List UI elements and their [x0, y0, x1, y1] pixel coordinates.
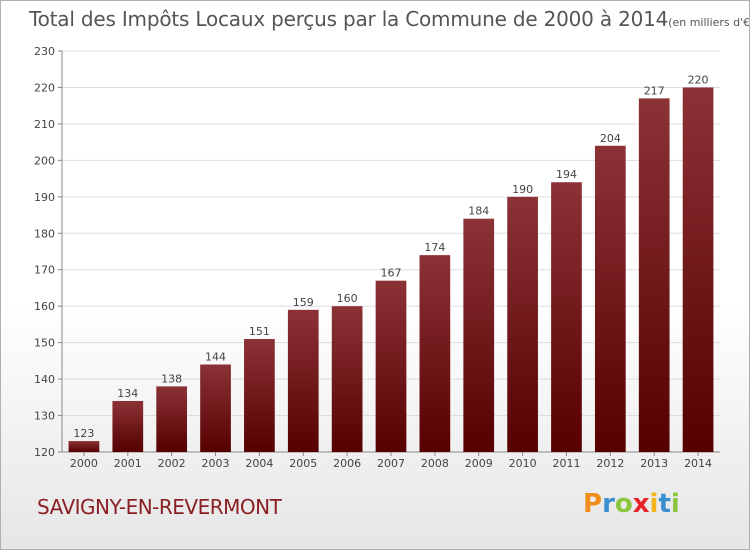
y-tick-label: 210 — [34, 118, 55, 131]
bar-2005 — [287, 309, 319, 452]
value-label-2004: 151 — [249, 325, 270, 338]
x-tick-label-2008: 2008 — [421, 457, 449, 470]
y-tick-label: 160 — [34, 300, 55, 313]
logo-letter: t — [658, 489, 671, 519]
bar-2004 — [244, 338, 275, 452]
value-label-2000: 123 — [73, 427, 94, 440]
bar-2007 — [375, 280, 407, 452]
x-tick-label-2007: 2007 — [377, 457, 405, 470]
x-tick-label-2011: 2011 — [552, 457, 580, 470]
value-label-2012: 204 — [600, 132, 621, 145]
logo-letter: x — [632, 489, 650, 519]
y-tick-label: 200 — [34, 154, 55, 167]
labels: 120 130 140 150 160 170 180 190 200 210 220 230 123 2… — [34, 45, 712, 470]
x-tick-label-2002: 2002 — [158, 457, 186, 470]
x-tick-label-2009: 2009 — [465, 457, 493, 470]
x-tick-label-2005: 2005 — [289, 457, 317, 470]
y-tick-label: 230 — [34, 45, 55, 58]
value-label-2001: 134 — [117, 387, 138, 400]
chart-title-text: Total des Impôts Locaux perçus par la Co… — [29, 7, 669, 31]
bar-2014 — [682, 87, 714, 453]
y-tick-label: 220 — [34, 81, 55, 94]
bars — [68, 87, 714, 453]
bar-2003 — [200, 364, 231, 452]
y-tick-label: 120 — [34, 446, 55, 459]
value-label-2003: 144 — [205, 351, 226, 364]
value-label-2010: 190 — [512, 183, 533, 196]
x-tick-label-2013: 2013 — [640, 457, 668, 470]
bar-2012 — [594, 145, 626, 453]
logo-letter: o — [614, 489, 633, 519]
bar-2010 — [507, 196, 538, 452]
bar-2000 — [68, 441, 100, 452]
value-label-2014: 220 — [688, 73, 709, 86]
bar-2009 — [463, 218, 495, 452]
value-label-2005: 159 — [293, 296, 314, 309]
bar-2001 — [112, 400, 144, 452]
x-tick-label-2004: 2004 — [245, 457, 273, 470]
value-label-2002: 138 — [161, 372, 182, 385]
logo-letter: P — [583, 489, 603, 519]
value-label-2008: 174 — [424, 241, 445, 254]
commune-name: SAVIGNY-EN-REVERMONT — [37, 495, 282, 519]
bar-2011 — [551, 182, 582, 452]
x-tick-label-2014: 2014 — [684, 457, 712, 470]
bar-2008 — [419, 255, 451, 452]
value-label-2007: 167 — [381, 267, 402, 280]
y-tick-label: 190 — [34, 191, 55, 204]
y-tick-label: 140 — [34, 373, 55, 386]
y-tick-label: 170 — [34, 264, 55, 277]
x-tick-label-2006: 2006 — [333, 457, 361, 470]
bar-2006 — [331, 306, 363, 452]
chart-subtitle: (en milliers d'€) — [668, 16, 750, 29]
value-label-2009: 184 — [468, 205, 489, 218]
x-tick-label-2012: 2012 — [596, 457, 624, 470]
chart-title: Total des Impôts Locaux perçus par la Co… — [29, 7, 750, 31]
logo-letter: r — [602, 489, 615, 519]
y-tick-label: 180 — [34, 227, 55, 240]
x-tick-label-2010: 2010 — [509, 457, 537, 470]
x-tick-label-2003: 2003 — [202, 457, 230, 470]
bar-2002 — [156, 386, 188, 452]
x-tick-label-2001: 2001 — [114, 457, 142, 470]
x-tick-label-2000: 2000 — [70, 457, 98, 470]
logo-letter: i — [670, 489, 680, 519]
value-label-2011: 194 — [556, 168, 577, 181]
value-label-2013: 217 — [644, 84, 665, 97]
value-label-2006: 160 — [337, 292, 358, 305]
y-tick-label: 130 — [34, 410, 55, 423]
proxiti-logo[interactable]: Proxiti — [583, 489, 680, 519]
y-tick-label: 150 — [34, 337, 55, 350]
bar-2013 — [638, 98, 670, 453]
logo-letter: i — [649, 489, 659, 519]
